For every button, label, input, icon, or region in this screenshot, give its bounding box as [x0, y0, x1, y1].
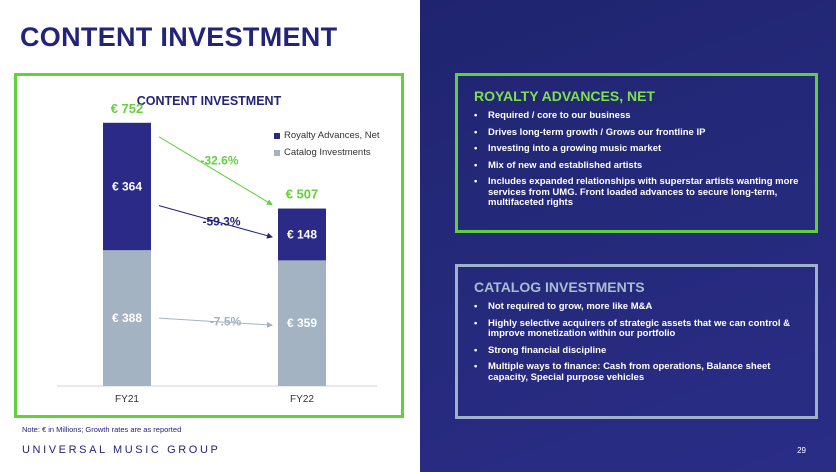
- right-section: [420, 0, 836, 472]
- catalog-panel-title: CATALOG INVESTMENTS: [474, 279, 645, 295]
- page-title: CONTENT INVESTMENT: [20, 22, 338, 52]
- data-label-royalty-fy21: € 364: [112, 180, 142, 194]
- list-item: Drives long-term growth / Grows our fron…: [474, 127, 799, 139]
- chart-title: CONTENT INVESTMENT: [136, 94, 282, 108]
- list-item: Required / core to our business: [474, 110, 799, 122]
- page-number: 29: [797, 446, 806, 455]
- royalty-panel: ROYALTY ADVANCES, NET Required / core to…: [455, 73, 818, 233]
- list-item: Multiple ways to finance: Cash from oper…: [474, 361, 799, 383]
- growth-label-royalty: -59.3%: [202, 214, 240, 228]
- list-item: Not required to grow, more like M&A: [474, 301, 799, 313]
- royalty-panel-title: ROYALTY ADVANCES, NET: [474, 88, 655, 104]
- legend-item-catalog: Catalog Investments: [274, 147, 380, 158]
- legend-swatch-catalog: [274, 149, 280, 156]
- legend-label-royalty: Royalty Advances, Net: [284, 130, 380, 141]
- footnote: Note: € in Millions; Growth rates are as…: [22, 425, 182, 434]
- data-label-royalty-fy22: € 148: [287, 227, 317, 241]
- tick-label-fy22: FY22: [290, 394, 314, 405]
- chart-legend: Royalty Advances, Net Catalog Investment…: [274, 130, 380, 164]
- catalog-panel: CATALOG INVESTMENTS Not required to grow…: [455, 264, 818, 419]
- chart-frame: CONTENT INVESTMENT Royalty Advances, Net…: [14, 73, 404, 418]
- bar-catalog-fy22: [278, 260, 326, 386]
- growth-label-catalog: -7.5%: [210, 315, 242, 329]
- growth-arrow-total: [158, 136, 273, 206]
- royalty-bullet-list: Required / core to our business Drives l…: [474, 110, 799, 209]
- stacked-bar-chart: € 388 € 364 € 752 FY21 € 359 € 148 € 507 FY22 -3…: [57, 101, 377, 405]
- list-item: Mix of new and established artists: [474, 160, 799, 172]
- legend-label-catalog: Catalog Investments: [284, 147, 371, 158]
- data-label-catalog-fy21: € 388: [112, 311, 142, 325]
- bar-royalty-fy22: [278, 208, 326, 261]
- growth-arrow-royalty: [158, 205, 273, 239]
- list-item: Includes expanded relationships with sup…: [474, 176, 799, 209]
- total-label-fy22: € 507: [286, 187, 319, 202]
- legend-item-royalty: Royalty Advances, Net: [274, 130, 380, 141]
- tick-label-fy21: FY21: [115, 394, 139, 405]
- bar-catalog-fy21: [103, 250, 151, 386]
- bar-royalty-fy21: [103, 122, 151, 251]
- growth-arrow-catalog: [158, 317, 273, 328]
- list-item: Strong financial discipline: [474, 345, 799, 357]
- list-item: Investing into a growing music market: [474, 143, 799, 155]
- data-label-catalog-fy22: € 359: [287, 316, 317, 330]
- list-item: Highly selective acquirers of strategic …: [474, 318, 799, 340]
- brand-wordmark: UNIVERSAL MUSIC GROUP: [22, 444, 221, 456]
- legend-swatch-royalty: [274, 132, 280, 139]
- left-section: CONTENT INVESTMENT CONTENT INVESTMENT Ro…: [14, 22, 404, 456]
- catalog-bullet-list: Not required to grow, more like M&A High…: [474, 301, 799, 383]
- growth-label-total: -32.6%: [200, 154, 238, 168]
- total-label-fy21: € 752: [111, 101, 144, 116]
